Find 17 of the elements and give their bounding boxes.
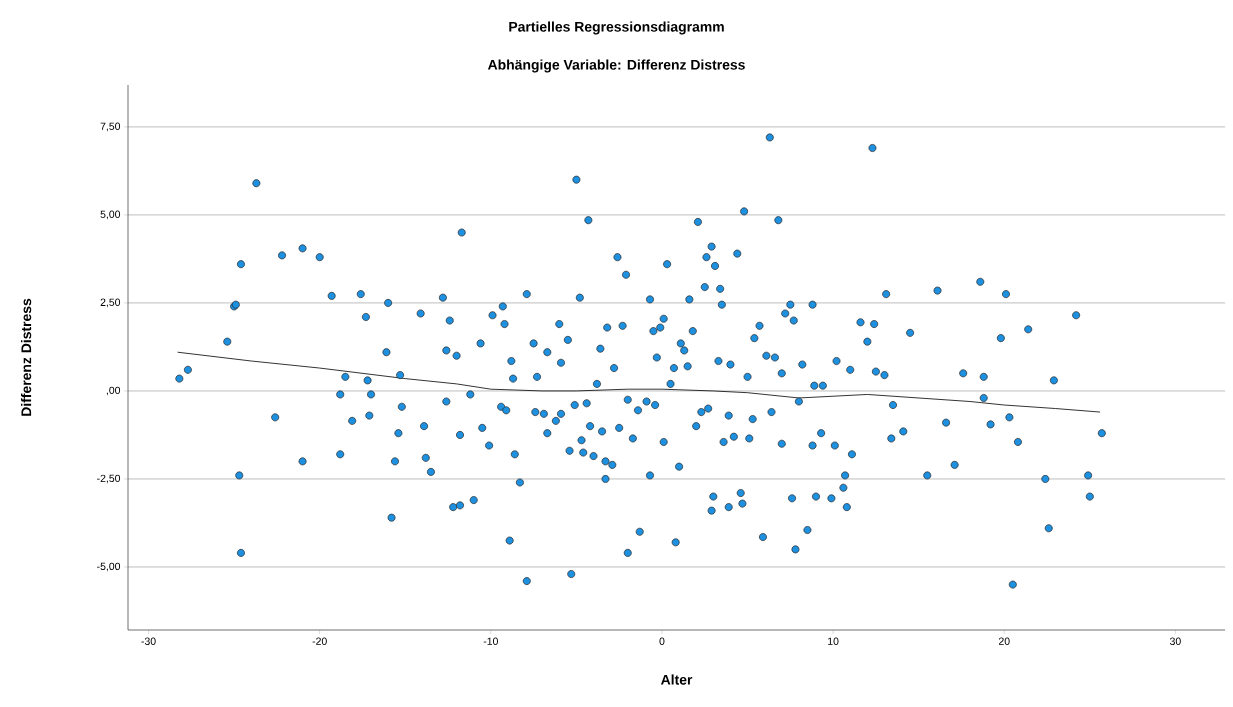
x-tick-label: 30 xyxy=(1169,637,1181,645)
y-tick-label: 2,50 xyxy=(100,298,121,308)
x-tick-label: -20 xyxy=(312,637,327,645)
x-tick-label: 20 xyxy=(998,637,1010,645)
x-tick-label: -30 xyxy=(141,637,156,645)
x-tick-label: 0 xyxy=(659,637,665,645)
y-tick-label: 5,00 xyxy=(100,210,121,220)
x-axis-title: Alter xyxy=(660,674,693,685)
y-tick-label: 7,50 xyxy=(100,122,121,132)
chart-title: Partielles Regressionsdiagramm xyxy=(509,21,724,35)
y-axis-title: Differenz Distress xyxy=(20,298,32,416)
y-tick-label: ,00 xyxy=(106,386,121,396)
y-tick-label: -2,50 xyxy=(97,474,121,484)
chart-subtitle: Abhängige Variable: Differenz Distress xyxy=(487,59,745,73)
y-tick-label: -5,00 xyxy=(97,562,121,572)
x-tick-label: 10 xyxy=(828,637,839,645)
x-tick-label: -10 xyxy=(483,637,498,645)
